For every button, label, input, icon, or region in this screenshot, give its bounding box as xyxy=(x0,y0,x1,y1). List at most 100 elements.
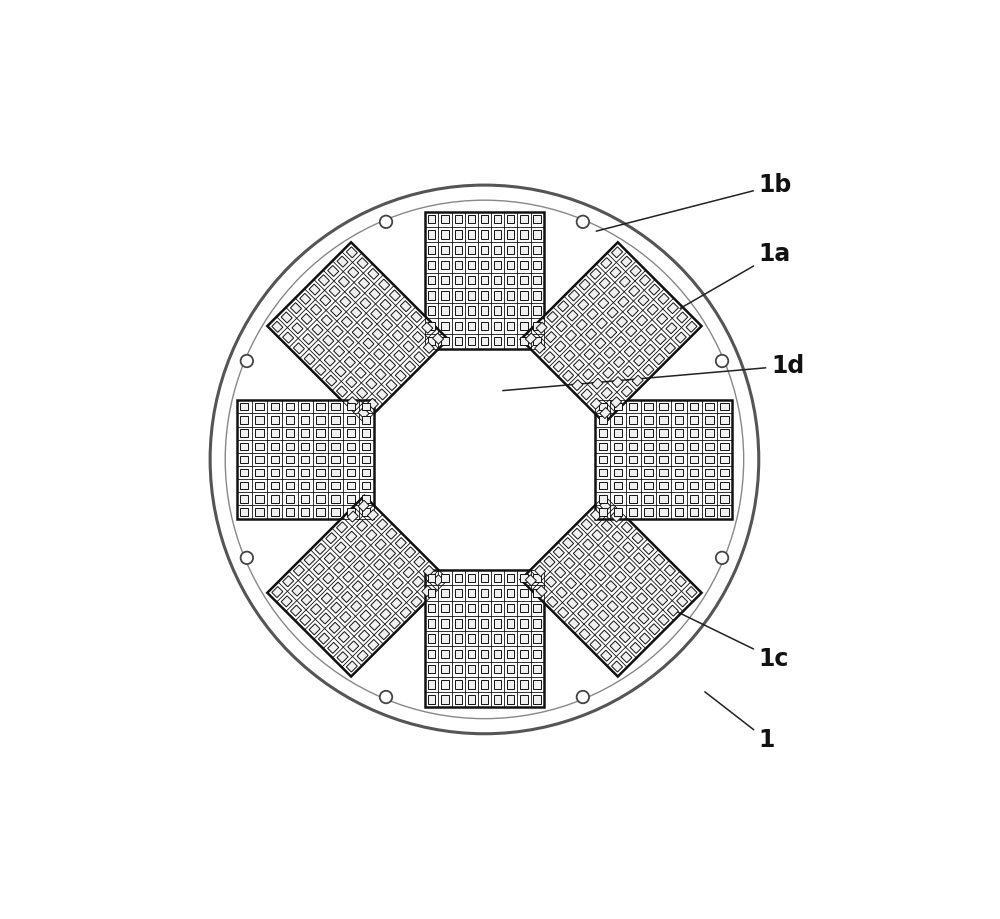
Text: 1b: 1b xyxy=(596,173,792,232)
Polygon shape xyxy=(358,407,369,418)
Polygon shape xyxy=(348,267,359,278)
Polygon shape xyxy=(621,522,632,533)
Polygon shape xyxy=(351,601,362,612)
Polygon shape xyxy=(383,339,394,350)
Polygon shape xyxy=(556,587,567,598)
Polygon shape xyxy=(361,590,373,601)
Polygon shape xyxy=(621,652,632,663)
Polygon shape xyxy=(320,613,331,624)
Polygon shape xyxy=(675,469,683,476)
Polygon shape xyxy=(428,337,435,346)
Polygon shape xyxy=(634,552,645,563)
Polygon shape xyxy=(525,333,536,344)
Polygon shape xyxy=(331,443,340,450)
Polygon shape xyxy=(525,574,536,585)
Polygon shape xyxy=(455,680,462,688)
Polygon shape xyxy=(316,456,325,463)
Polygon shape xyxy=(364,550,375,561)
Polygon shape xyxy=(255,508,264,516)
Polygon shape xyxy=(690,416,698,424)
Polygon shape xyxy=(455,245,462,254)
Polygon shape xyxy=(324,355,335,366)
Polygon shape xyxy=(646,584,657,595)
Polygon shape xyxy=(606,327,617,338)
Polygon shape xyxy=(614,495,622,503)
Polygon shape xyxy=(343,336,354,347)
Polygon shape xyxy=(329,622,340,633)
Polygon shape xyxy=(575,568,586,580)
Polygon shape xyxy=(494,573,501,582)
Polygon shape xyxy=(428,261,435,269)
Polygon shape xyxy=(481,665,488,674)
Polygon shape xyxy=(705,469,714,476)
Polygon shape xyxy=(590,398,602,409)
Polygon shape xyxy=(632,375,643,386)
Polygon shape xyxy=(533,634,541,643)
Polygon shape xyxy=(455,215,462,223)
Polygon shape xyxy=(587,309,598,320)
Polygon shape xyxy=(659,403,668,411)
Polygon shape xyxy=(578,608,589,619)
Polygon shape xyxy=(667,605,678,616)
Polygon shape xyxy=(355,368,366,379)
Polygon shape xyxy=(614,508,622,516)
Polygon shape xyxy=(382,588,393,599)
Polygon shape xyxy=(357,651,368,662)
Polygon shape xyxy=(595,338,606,349)
Polygon shape xyxy=(533,291,541,300)
Polygon shape xyxy=(646,324,657,335)
Polygon shape xyxy=(572,528,583,539)
Polygon shape xyxy=(647,304,658,315)
Polygon shape xyxy=(255,495,264,503)
Polygon shape xyxy=(428,245,435,254)
Polygon shape xyxy=(533,261,541,269)
Polygon shape xyxy=(614,456,622,463)
Polygon shape xyxy=(316,429,325,437)
Polygon shape xyxy=(592,529,603,540)
Polygon shape xyxy=(385,549,396,560)
Polygon shape xyxy=(690,482,698,489)
Polygon shape xyxy=(455,665,462,674)
Polygon shape xyxy=(441,306,449,315)
Polygon shape xyxy=(637,315,648,326)
Polygon shape xyxy=(658,293,669,304)
Polygon shape xyxy=(468,276,475,284)
Polygon shape xyxy=(468,306,475,315)
Polygon shape xyxy=(331,495,340,503)
Polygon shape xyxy=(576,588,587,599)
Polygon shape xyxy=(629,469,637,476)
Polygon shape xyxy=(380,608,391,619)
Polygon shape xyxy=(331,602,342,613)
Polygon shape xyxy=(596,318,607,329)
Polygon shape xyxy=(271,469,279,476)
Polygon shape xyxy=(363,570,374,581)
Polygon shape xyxy=(455,337,462,346)
Polygon shape xyxy=(598,610,609,621)
Polygon shape xyxy=(623,542,634,553)
Polygon shape xyxy=(507,589,514,597)
Polygon shape xyxy=(558,301,569,312)
Polygon shape xyxy=(545,576,556,587)
Polygon shape xyxy=(331,306,342,317)
Polygon shape xyxy=(655,574,666,585)
Polygon shape xyxy=(533,276,541,284)
Polygon shape xyxy=(441,276,449,284)
Polygon shape xyxy=(428,680,435,688)
Polygon shape xyxy=(347,397,358,408)
Polygon shape xyxy=(301,443,309,450)
Polygon shape xyxy=(705,482,714,489)
Polygon shape xyxy=(494,650,501,658)
Polygon shape xyxy=(705,443,714,450)
Polygon shape xyxy=(385,359,396,370)
Polygon shape xyxy=(598,298,609,309)
Polygon shape xyxy=(455,634,462,643)
Polygon shape xyxy=(616,316,627,327)
Polygon shape xyxy=(321,315,332,326)
Polygon shape xyxy=(335,366,346,377)
Polygon shape xyxy=(331,416,340,424)
Polygon shape xyxy=(331,469,340,476)
Polygon shape xyxy=(599,630,610,641)
Polygon shape xyxy=(375,539,386,550)
Polygon shape xyxy=(428,604,435,612)
Polygon shape xyxy=(659,416,668,424)
